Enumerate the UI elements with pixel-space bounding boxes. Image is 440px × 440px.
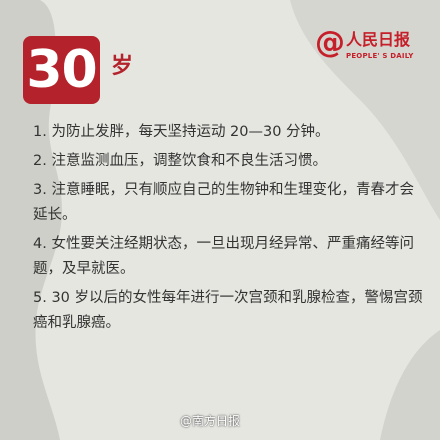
tip-item-4: 4. 女性要关注经期状态，一旦出现月经异常、严重痛经等问题，及早就医。 xyxy=(33,236,414,277)
age-badge: 30 xyxy=(23,36,100,104)
source-watermark: @南方日报 xyxy=(180,414,241,428)
age-number: 30 xyxy=(26,40,97,100)
tips-list: 1. 为防止发胖，每天坚持运动 20—30 分钟。 2. 注意监测血压，调整饮食… xyxy=(33,120,428,340)
at-icon: @ xyxy=(315,25,345,60)
tip-item-5: 5. 30 岁以后的女性每年进行一次宫颈和乳腺检查，警惕宫颈癌和乳腺癌。 xyxy=(33,290,423,331)
tip-item-2: 2. 注意监测血压，调整饮食和不良生活习惯。 xyxy=(33,153,327,169)
brand-name: 人民日报 xyxy=(346,30,411,49)
peoples-daily-logo: @ 人民日报 PEOPLE' S DAILY xyxy=(315,28,425,68)
brand-subtitle: PEOPLE' S DAILY xyxy=(346,52,414,60)
tip-item-3: 3. 注意睡眠，只有顺应自己的生物钟和生理变化，青春才会延长。 xyxy=(33,182,414,223)
tip-item-1: 1. 为防止发胖，每天坚持运动 20—30 分钟。 xyxy=(33,124,330,140)
age-unit-label: 岁 xyxy=(111,54,134,79)
